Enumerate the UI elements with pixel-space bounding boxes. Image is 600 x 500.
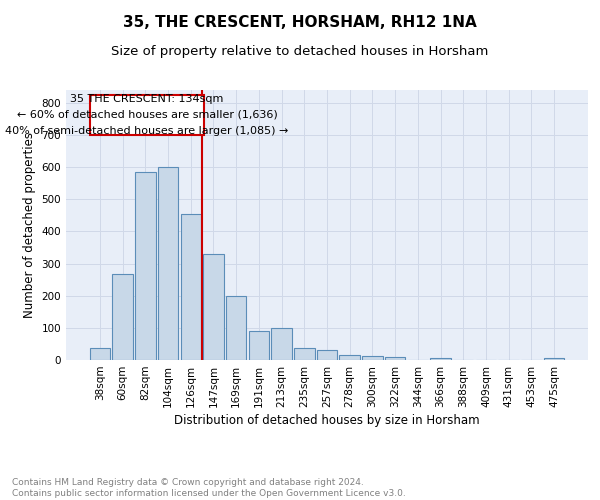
Bar [158, 167, 178, 360]
Bar [181, 214, 201, 360]
Bar [294, 348, 314, 360]
Bar [340, 355, 360, 360]
Bar [112, 274, 133, 360]
Text: Contains HM Land Registry data © Crown copyright and database right 2024.
Contai: Contains HM Land Registry data © Crown c… [12, 478, 406, 498]
FancyBboxPatch shape [90, 95, 205, 135]
Bar [362, 356, 383, 360]
X-axis label: Distribution of detached houses by size in Horsham: Distribution of detached houses by size … [174, 414, 480, 427]
Text: 35, THE CRESCENT, HORSHAM, RH12 1NA: 35, THE CRESCENT, HORSHAM, RH12 1NA [123, 15, 477, 30]
Bar [135, 172, 155, 360]
Bar [203, 254, 224, 360]
Bar [385, 357, 406, 360]
Text: 35 THE CRESCENT: 134sqm
← 60% of detached houses are smaller (1,636)
40% of semi: 35 THE CRESCENT: 134sqm ← 60% of detache… [5, 94, 289, 136]
Bar [317, 350, 337, 360]
Y-axis label: Number of detached properties: Number of detached properties [23, 132, 36, 318]
Bar [90, 348, 110, 360]
Bar [271, 328, 292, 360]
Bar [226, 296, 247, 360]
Text: Size of property relative to detached houses in Horsham: Size of property relative to detached ho… [112, 45, 488, 58]
Bar [430, 358, 451, 360]
Bar [544, 358, 564, 360]
Bar [248, 331, 269, 360]
